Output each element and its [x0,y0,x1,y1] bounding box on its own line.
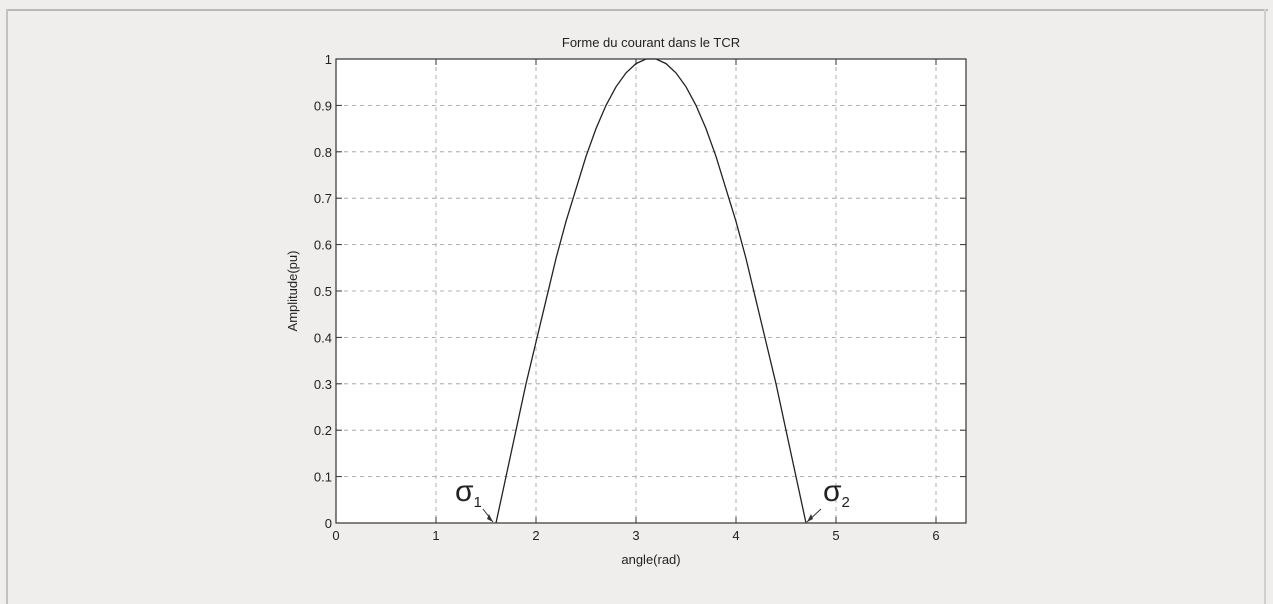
arrow-head [487,514,493,522]
x-tick-label: 6 [932,528,939,543]
x-tick-label: 3 [632,528,639,543]
sigma-subscript: 2 [842,494,850,511]
y-tick-label: 0.5 [314,284,332,299]
y-tick-label: 1 [325,52,332,67]
arrow-head [807,514,813,522]
sigma-subscript: 1 [474,494,482,511]
x-tick-label: 5 [832,528,839,543]
x-axis-label: angle(rad) [621,552,680,567]
y-tick-label: 0.4 [314,330,332,345]
frame-top-border [6,9,1268,11]
x-tick-label: 4 [732,528,739,543]
x-tick-label: 2 [532,528,539,543]
x-tick-label: 1 [432,528,439,543]
y-axis-label: Amplitude(pu) [285,251,300,332]
tick-labels: 0 1 2 3 4 5 6 0 0.1 0.2 0.3 0.4 0.5 0.6 0.7 0.8 0.9 1 [314,52,940,543]
grid [336,59,966,523]
y-tick-label: 0.3 [314,377,332,392]
y-tick-label: 0.2 [314,423,332,438]
chart-title: Forme du courant dans le TCR [562,35,740,50]
frame-left-border [6,9,8,604]
frame-right-border [1264,9,1266,604]
y-tick-label: 0.9 [314,98,332,113]
y-tick-label: 0 [325,516,332,531]
y-tick-label: 0.8 [314,145,332,160]
y-tick-label: 0.1 [314,470,332,485]
x-tick-label: 0 [332,528,339,543]
plot-frame [335,58,967,524]
y-tick-label: 0.6 [314,238,332,253]
y-tick-label: 0.7 [314,191,332,206]
